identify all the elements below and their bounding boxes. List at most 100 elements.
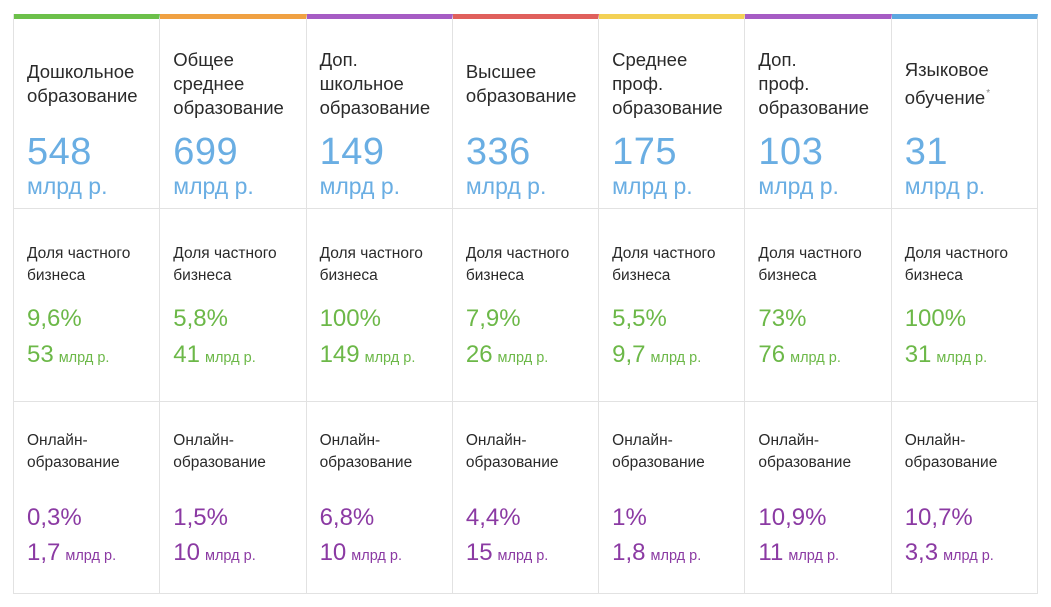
private-share-label: Доля частного бизнеса <box>758 245 862 284</box>
segment-title-wrap: Языковое обучение* <box>905 39 1027 129</box>
online-share-label: Онлайн- образование <box>173 432 266 471</box>
online-share-unit: млрд р. <box>65 548 117 564</box>
online-share-percent: 1,5% <box>173 504 228 531</box>
private-share-percent: 73% <box>758 305 807 332</box>
online-share-unit: млрд р. <box>204 548 256 564</box>
market-volume-value: 103 <box>758 131 824 173</box>
online-share-label: Онлайн- образование <box>612 432 705 471</box>
private-share-cell: Доля частного бизнеса 9,6% 53 млрд р. <box>14 209 161 402</box>
market-volume-unit: млрд р. <box>173 173 254 199</box>
market-volume-value: 548 <box>27 131 92 173</box>
private-share-cell: Доля частного бизнеса 100% 149 млрд р. <box>306 209 453 402</box>
market-volume-unit: млрд р. <box>319 173 401 199</box>
online-share-label: Онлайн- образование <box>758 432 852 471</box>
market-volume-unit: млрд р. <box>27 173 108 199</box>
online-share-label: Онлайн- образование <box>904 432 998 471</box>
online-share-amount: 1,8 млрд р. <box>612 539 701 567</box>
online-share-cell: Онлайн- образование 10,7% 3,3 млрд р. <box>891 402 1038 594</box>
segment-title-wrap: Дошкольное образование <box>27 39 149 129</box>
private-share-value: 76 <box>758 341 786 368</box>
private-share-amount: 149 млрд р. <box>320 341 416 369</box>
private-share-amount: 53 млрд р. <box>27 341 109 369</box>
segment-title: Среднее проф. образование <box>612 48 723 120</box>
segment-title: Высшее образование <box>466 60 577 108</box>
private-share-amount: 26 млрд р. <box>466 341 548 369</box>
private-share-value: 53 <box>27 341 54 368</box>
market-volume-unit: млрд р. <box>758 173 839 199</box>
market-volume-value: 336 <box>465 131 531 173</box>
segment-title: Доп. школьное образование <box>320 48 431 120</box>
private-share-amount: 31 млрд р. <box>905 341 987 369</box>
private-share-cell: Доля частного бизнеса 73% 76 млрд р. <box>745 209 892 402</box>
online-share-unit: млрд р. <box>497 548 549 564</box>
online-share-value: 11 <box>758 539 784 566</box>
private-share-percent: 7,9% <box>465 305 521 332</box>
online-share-amount: 10 млрд р. <box>320 539 402 567</box>
private-share-value: 31 <box>904 341 932 368</box>
online-share-percent: 10,7% <box>904 504 973 531</box>
online-share-amount: 10 млрд р. <box>173 539 255 567</box>
private-share-label: Доля частного бизнеса <box>904 245 1009 284</box>
online-share-percent: 10,9% <box>758 504 827 531</box>
private-share-percent: 5,5% <box>612 305 667 332</box>
segment-title-text: Языковое обучение <box>904 59 989 108</box>
private-share-cell: Доля частного бизнеса 5,8% 41 млрд р. <box>160 209 307 402</box>
segment-header-cell: Высшее образование 336 млрд р. <box>452 14 600 209</box>
segment-title-text: Среднее проф. образование <box>612 49 723 118</box>
online-share-value: 10 <box>173 539 200 566</box>
private-share-unit: млрд р. <box>790 350 841 366</box>
online-share-amount: 15 млрд р. <box>466 539 548 567</box>
segment-header-cell: Доп. проф. образование 103 млрд р. <box>745 14 892 209</box>
segment-title-text: Доп. проф. образование <box>758 49 869 118</box>
segment-header-cell: Общее среднее образование 699 млрд р. <box>160 14 307 209</box>
segment-header-cell: Дошкольное образование 548 млрд р. <box>14 14 161 209</box>
online-share-label: Онлайн- образование <box>319 432 413 471</box>
segment-header-cell: Языковое обучение* 31 млрд р. <box>891 14 1038 209</box>
online-share-percent: 0,3% <box>27 504 82 531</box>
private-share-unit: млрд р. <box>497 350 549 366</box>
private-share-unit: млрд р. <box>650 350 702 366</box>
segment-title-text: Общее среднее образование <box>173 49 284 118</box>
segment-title-wrap: Высшее образование <box>466 39 588 129</box>
market-volume-value: 175 <box>612 131 678 173</box>
private-share-label: Доля частного бизнеса <box>27 245 131 284</box>
segment-title-wrap: Доп. школьное образование <box>320 39 442 129</box>
private-share-label: Доля частного бизнеса <box>173 245 277 284</box>
market-volume-unit: млрд р. <box>465 173 547 199</box>
private-share-percent: 9,6% <box>27 305 82 332</box>
private-share-value: 41 <box>173 341 200 368</box>
market-volume-value: 699 <box>173 131 239 173</box>
segment-title-wrap: Среднее проф. образование <box>612 39 734 129</box>
private-share-value: 26 <box>465 341 493 368</box>
private-share-label: Доля частного бизнеса <box>612 245 716 284</box>
online-share-unit: млрд р. <box>351 548 403 564</box>
private-share-unit: млрд р. <box>204 350 256 366</box>
private-share-unit: млрд р. <box>364 350 416 366</box>
online-share-label: Онлайн- образование <box>27 432 120 471</box>
segment-title-text: Дошкольное образование <box>27 61 138 106</box>
education-market-table: Дошкольное образование 548 млрд р. Общее ср… <box>13 14 1038 594</box>
market-volume-unit: млрд р. <box>904 173 986 199</box>
private-share-label: Доля частного бизнеса <box>465 245 570 284</box>
online-share-cell: Онлайн- образование 1% 1,8 млрд р. <box>599 402 746 594</box>
private-share-cell: Доля частного бизнеса 7,9% 26 млрд р. <box>452 209 600 402</box>
online-share-value: 3,3 <box>904 539 939 566</box>
online-share-percent: 4,4% <box>465 504 521 531</box>
private-share-cell: Доля частного бизнеса 5,5% 9,7 млрд р. <box>599 209 746 402</box>
online-share-unit: млрд р. <box>650 548 702 564</box>
private-share-amount: 9,7 млрд р. <box>612 341 701 369</box>
online-share-amount: 11 млрд р. <box>758 539 839 567</box>
footnote-mark: * <box>986 88 991 99</box>
segment-title: Языковое обучение* <box>905 58 990 110</box>
online-share-cell: Онлайн- образование 6,8% 10 млрд р. <box>306 402 453 594</box>
online-share-amount: 1,7 млрд р. <box>27 539 116 567</box>
private-share-amount: 76 млрд р. <box>758 341 840 369</box>
private-share-value: 149 <box>319 341 360 368</box>
segment-title-wrap: Общее среднее образование <box>173 39 295 129</box>
online-share-cell: Онлайн- образование 4,4% 15 млрд р. <box>452 402 600 594</box>
private-share-unit: млрд р. <box>936 350 988 366</box>
online-share-unit: млрд р. <box>943 548 994 564</box>
segment-header-cell: Доп. школьное образование 149 млрд р. <box>306 14 453 209</box>
market-volume-unit: млрд р. <box>612 173 693 199</box>
online-share-value: 1,8 <box>612 539 646 566</box>
